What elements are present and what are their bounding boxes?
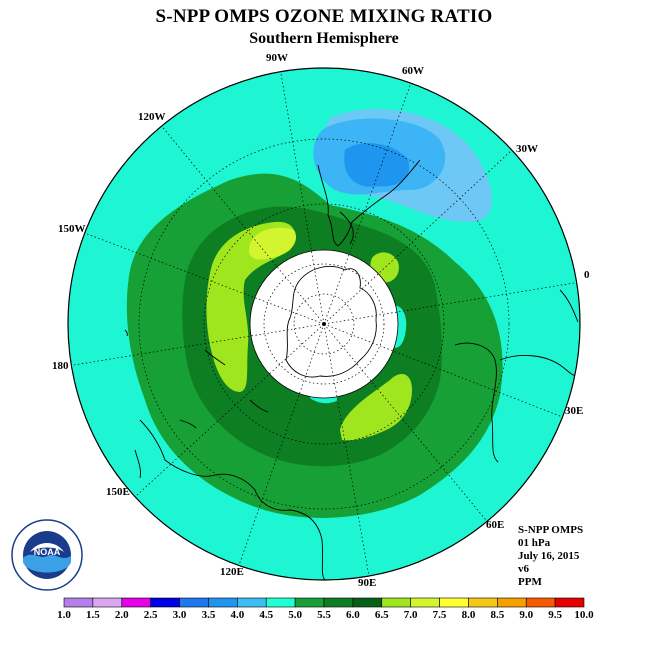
lon-label-90w: 90W — [266, 52, 288, 64]
south-pole-marker — [322, 322, 326, 326]
lon-label-150e: 150E — [106, 486, 130, 498]
noaa-logo-icon: NOAA — [11, 519, 83, 591]
lon-label-0: 0 — [584, 269, 590, 281]
lon-label-60e: 60E — [486, 519, 504, 531]
noaa-logo-text: NOAA — [34, 547, 61, 557]
info-version: v6 — [518, 563, 529, 575]
antarctica-coastline — [285, 266, 377, 378]
info-units: PPM — [518, 576, 542, 588]
info-pressure: 01 hPa — [518, 537, 551, 549]
info-instrument: S-NPP OMPS — [518, 524, 584, 536]
lon-label-30w: 30W — [516, 143, 538, 155]
contour-7-0 — [248, 227, 297, 260]
lon-label-120w: 120W — [138, 111, 166, 123]
info-date: July 16, 2015 — [518, 550, 580, 562]
lon-label-150w: 150W — [58, 223, 86, 235]
coastlines — [124, 159, 579, 580]
lon-label-180: 180 — [52, 360, 69, 372]
contour-3-0 — [344, 143, 410, 187]
map-subtitle: Southern Hemisphere — [249, 30, 399, 47]
lon-label-90e: 90E — [358, 577, 376, 589]
lon-label-60w: 60W — [402, 65, 424, 77]
contour-6-5-east — [340, 374, 412, 441]
info-block: S-NPP OMPS 01 hPa July 16, 2015 v6 PPM — [518, 524, 583, 589]
graticule — [68, 68, 580, 580]
lon-label-120e: 120E — [220, 566, 244, 578]
lon-label-30e: 30E — [565, 405, 583, 417]
map-title: S-NPP OMPS OZONE MIXING RATIO — [155, 6, 493, 27]
contour-6-5-west — [206, 221, 295, 392]
